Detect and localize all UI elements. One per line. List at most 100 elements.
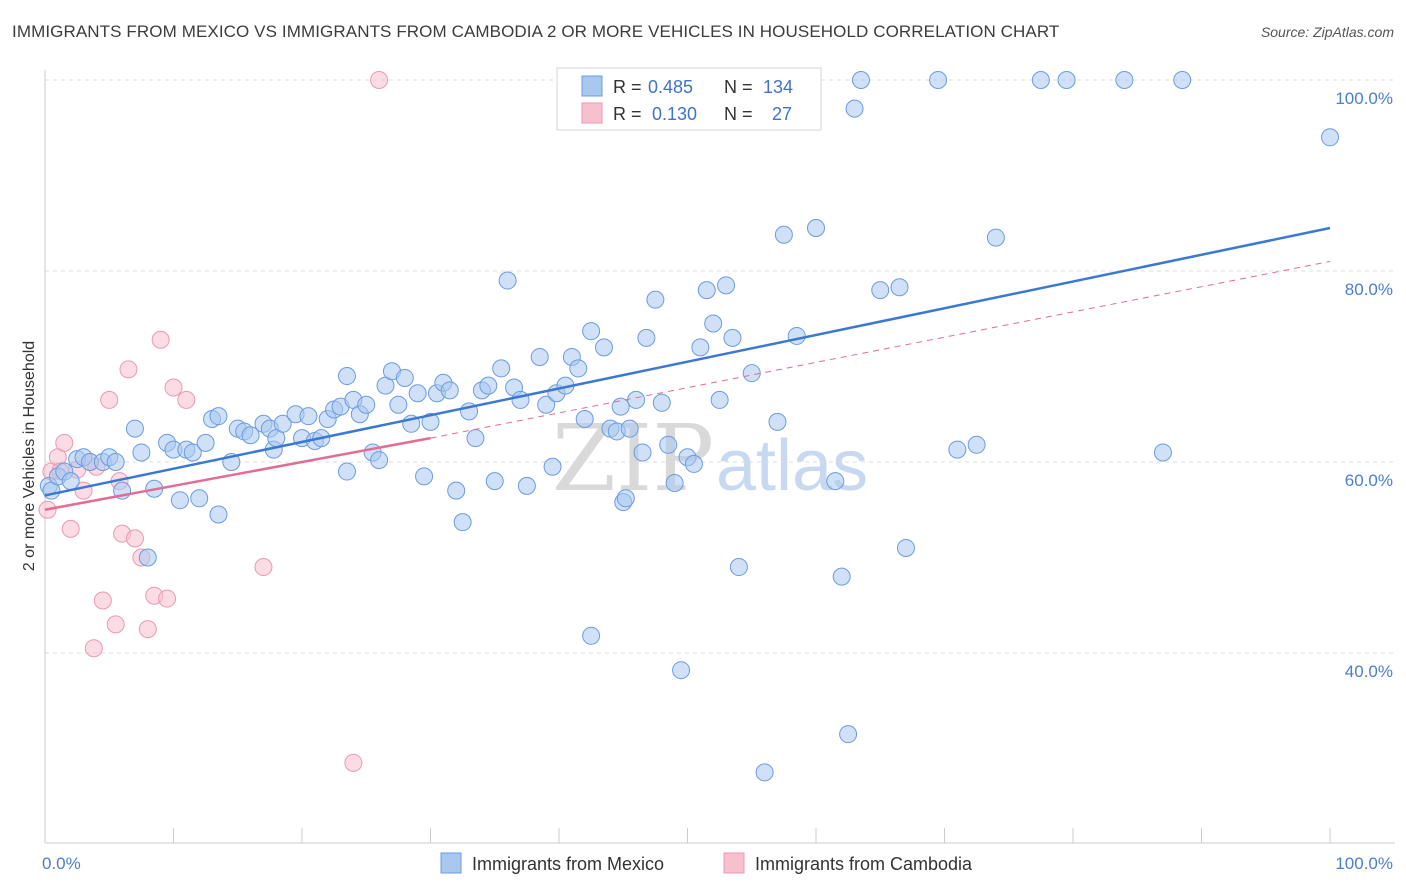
cambodia-point-16 [119, 360, 138, 379]
mexico-point-90 [627, 390, 646, 409]
series-mexico-points [39, 71, 1339, 782]
mexico-point-105 [723, 328, 742, 347]
mexico-point-112 [807, 219, 825, 238]
cambodia-point-25 [254, 558, 273, 577]
mexico-point-115 [839, 725, 858, 744]
legend-n-label-cambodia: N = [724, 104, 753, 124]
mexico-point-4 [61, 472, 80, 491]
legend-swatch-mexico [581, 75, 603, 97]
bottom-legend-swatch-mexico [440, 852, 462, 874]
mexico-point-49 [370, 451, 389, 470]
mexico-point-101 [697, 281, 716, 300]
mexico-point-93 [646, 290, 665, 309]
legend-r-label-mexico: R = [613, 77, 642, 97]
y-tick-label-60: 60.0% [1345, 471, 1393, 490]
chart-source: Source: ZipAtlas.com [1260, 24, 1394, 40]
mexico-point-114 [832, 567, 851, 586]
mexico-point-91 [633, 443, 652, 462]
mexico-point-104 [717, 276, 736, 295]
cambodia-point-13 [106, 615, 125, 634]
mexico-point-122 [948, 440, 967, 459]
correlation-legend: R = 0.485 N = 134 R = 0.130 N = 27 [556, 67, 822, 131]
mexico-point-113 [826, 472, 845, 491]
mexico-point-116 [845, 99, 864, 118]
mexico-point-109 [768, 412, 787, 431]
y-tick-label-40: 40.0% [1345, 662, 1393, 681]
watermark-atlas: atlas [716, 426, 868, 506]
mexico-point-83 [594, 338, 613, 357]
mexico-point-125 [1031, 71, 1050, 89]
cambodia-trend-extension [430, 260, 1331, 439]
mexico-point-88 [616, 489, 635, 508]
mexico-point-43 [337, 462, 356, 481]
cambodia-point-24 [177, 390, 196, 409]
mexico-point-25 [209, 505, 228, 524]
mexico-point-124 [986, 228, 1005, 247]
legend-r-label-cambodia: R = [613, 104, 642, 124]
mexico-point-20 [183, 443, 202, 462]
mexico-point-52 [389, 395, 408, 414]
mexico-point-60 [440, 381, 459, 400]
series-legend: Immigrants from Mexico Immigrants from C… [440, 852, 973, 874]
legend-n-value-mexico: 134 [763, 77, 793, 97]
mexico-point-96 [665, 474, 684, 493]
cambodia-point-5 [61, 519, 80, 538]
cambodia-point-27 [370, 71, 389, 89]
mexico-point-95 [659, 435, 678, 454]
legend-n-value-cambodia: 27 [772, 104, 792, 124]
mexico-point-57 [421, 412, 440, 431]
gridlines [45, 79, 1395, 654]
trend-lines [44, 226, 1331, 511]
mexico-point-110 [774, 225, 793, 244]
bottom-legend-label-cambodia: Immigrants from Cambodia [755, 854, 973, 874]
mexico-point-75 [543, 457, 562, 476]
mexico-point-103 [710, 390, 729, 409]
mexico-point-66 [479, 376, 498, 395]
mexico-point-92 [637, 328, 656, 347]
legend-r-value-cambodia: 0.130 [652, 104, 697, 124]
mexico-point-80 [575, 410, 594, 429]
mexico-point-68 [492, 359, 511, 378]
mexico-point-128 [1153, 443, 1172, 462]
x-tick-label-0: 0.0% [42, 854, 81, 873]
mexico-point-79 [569, 359, 588, 378]
mexico-point-100 [691, 338, 710, 357]
mexico-point-130 [1321, 128, 1339, 147]
mexico-point-37 [299, 407, 318, 426]
cambodia-trend-line [44, 436, 431, 511]
mexico-point-10 [106, 453, 125, 471]
mexico-point-24 [209, 407, 228, 426]
cambodia-point-21 [151, 330, 170, 349]
mexico-point-12 [125, 419, 144, 438]
mexico-point-67 [485, 472, 504, 491]
mexico-point-34 [273, 414, 292, 433]
mexico-point-53 [395, 368, 414, 387]
mexico-point-120 [896, 538, 915, 557]
mexico-point-97 [672, 661, 691, 680]
cambodia-point-11 [93, 591, 112, 610]
bottom-legend-swatch-cambodia [723, 852, 745, 874]
chart-title: IMMIGRANTS FROM MEXICO VS IMMIGRANTS FRO… [12, 22, 1060, 41]
mexico-point-44 [337, 367, 356, 386]
bottom-legend-label-mexico: Immigrants from Mexico [472, 854, 664, 874]
y-tick-label-100: 100.0% [1335, 89, 1393, 108]
mexico-point-29 [241, 426, 260, 445]
mexico-point-13 [132, 443, 151, 462]
mexico-point-117 [851, 71, 870, 89]
mexico-point-127 [1115, 71, 1134, 89]
mexico-point-56 [415, 467, 434, 486]
cambodia-point-4 [55, 433, 74, 452]
cambodia-point-19 [138, 620, 157, 639]
mexico-point-129 [1173, 71, 1192, 89]
mexico-point-72 [517, 476, 536, 495]
mexico-point-99 [684, 454, 703, 473]
mexico-point-62 [453, 513, 472, 532]
mexico-point-61 [447, 481, 466, 500]
cambodia-point-9 [84, 639, 103, 658]
mexico-point-118 [871, 281, 890, 300]
cambodia-point-12 [100, 390, 119, 409]
legend-n-label-mexico: N = [724, 77, 753, 97]
x-tick-label-100: 100.0% [1335, 854, 1393, 873]
mexico-point-69 [498, 271, 517, 290]
